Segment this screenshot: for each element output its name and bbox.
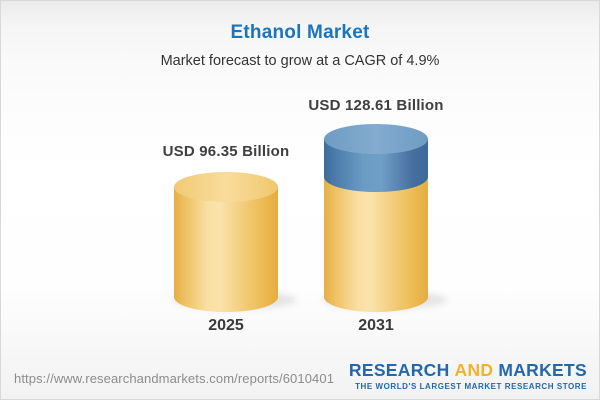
bar-2025[interactable] bbox=[174, 172, 278, 312]
axis-label-2031: 2031 bbox=[358, 317, 394, 334]
chart-subtitle: Market forecast to grow at a CAGR of 4.9… bbox=[160, 53, 440, 69]
axis-label-2025: 2025 bbox=[208, 317, 244, 334]
bar-2031[interactable] bbox=[324, 124, 428, 312]
footer: https://www.researchandmarkets.com/repor… bbox=[1, 359, 599, 400]
value-label-2031: USD 128.61 Billion bbox=[308, 97, 444, 114]
value-label-2025: USD 96.35 Billion bbox=[162, 143, 290, 160]
logo-wordmark: RESEARCH AND MARKETS bbox=[348, 359, 587, 380]
chart-header: Ethanol Market Market forecast to grow a… bbox=[1, 1, 599, 69]
logo-tagline: THE WORLD'S LARGEST MARKET RESEARCH STOR… bbox=[355, 382, 587, 391]
logo-word-research: RESEARCH bbox=[348, 359, 450, 380]
chart-title: Ethanol Market bbox=[230, 22, 370, 43]
logo-word-and: AND bbox=[454, 359, 494, 380]
research-and-markets-logo: RESEARCH AND MARKETS THE WORLD'S LARGEST M… bbox=[348, 359, 587, 392]
report-url-link[interactable]: https://www.researchandmarkets.com/repor… bbox=[14, 371, 335, 386]
logo-word-markets: MARKETS bbox=[498, 359, 587, 380]
